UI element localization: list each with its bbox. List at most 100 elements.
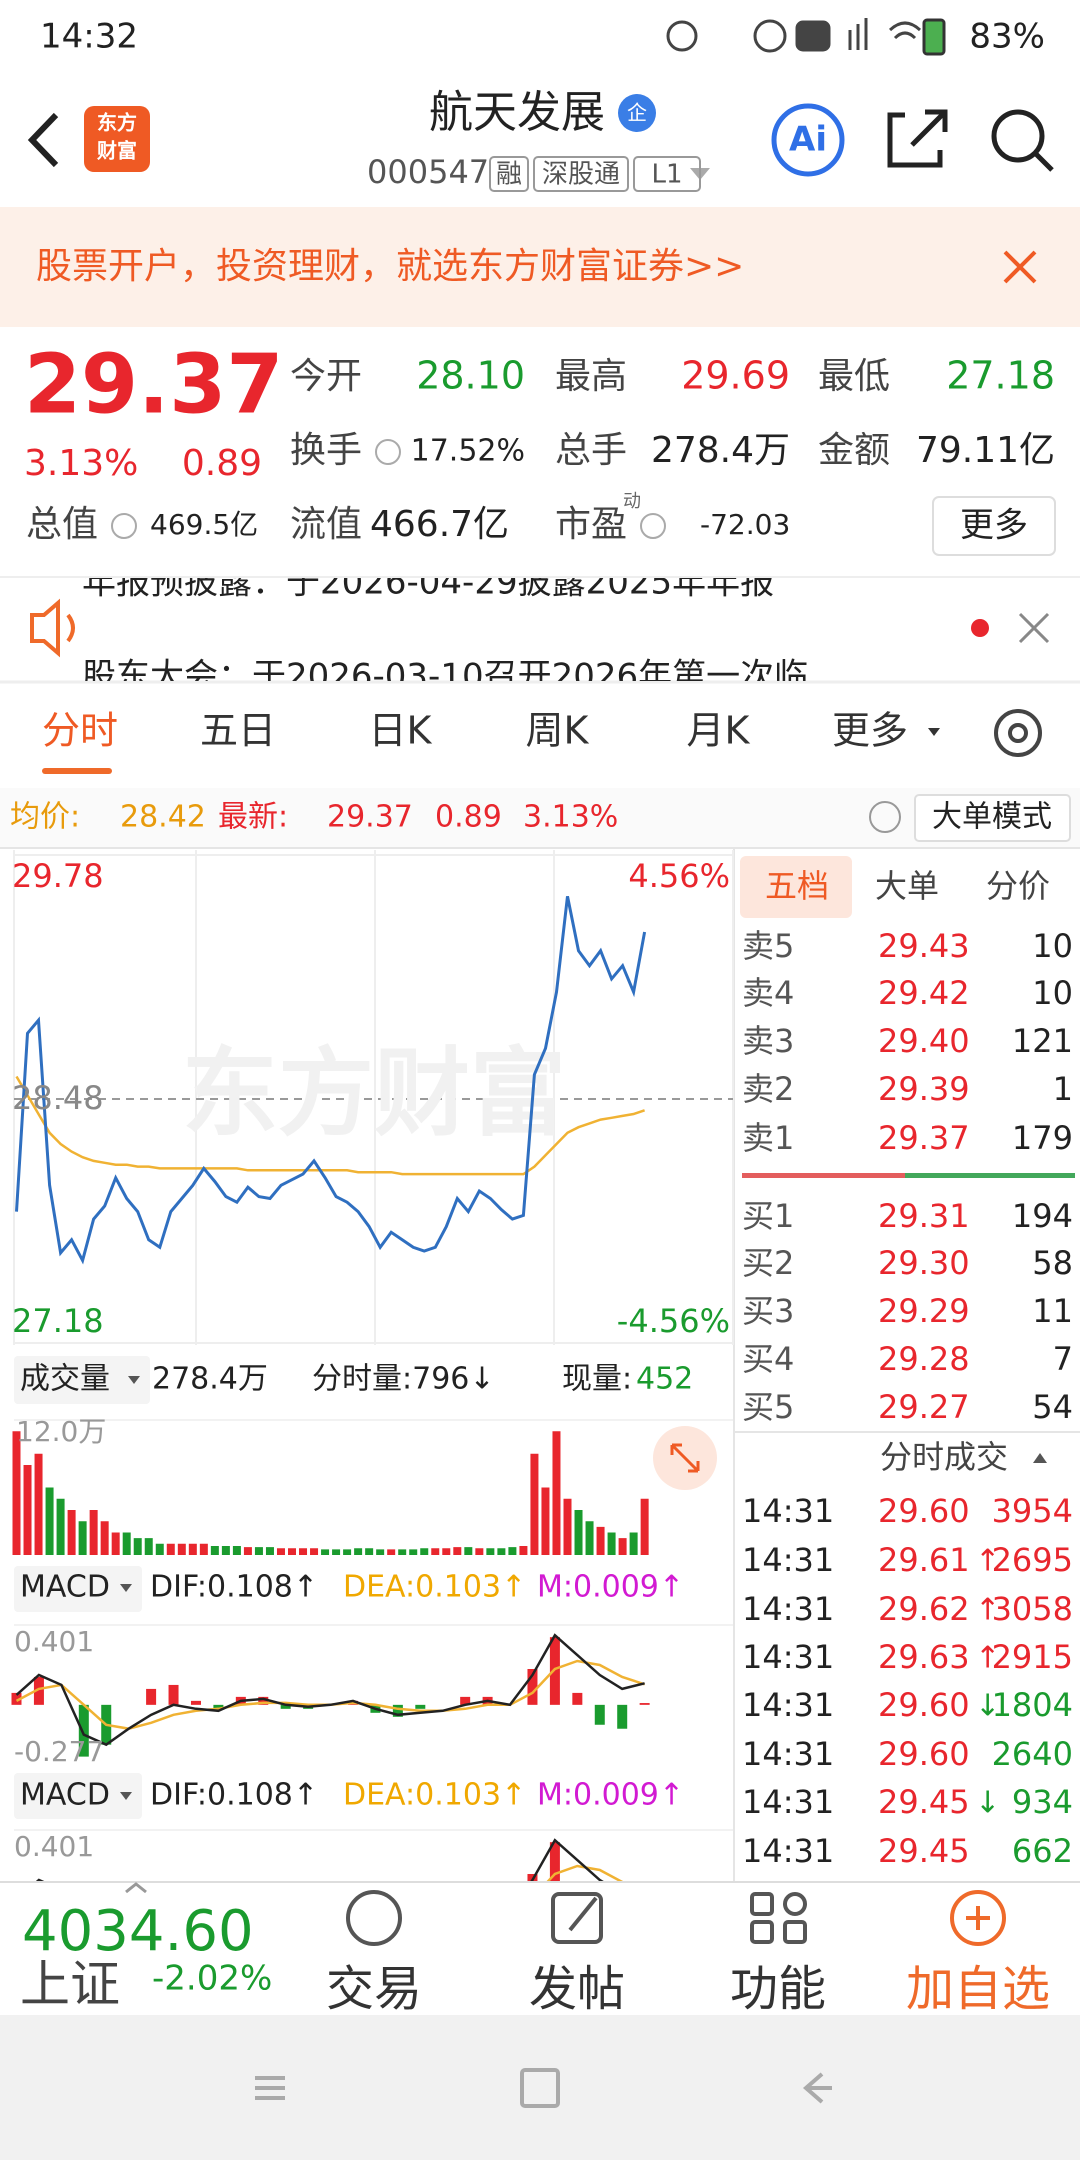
add-watch-icon[interactable] [950,1890,1006,1946]
dropdown[interactable] [928,728,940,736]
volume-bar [288,1548,296,1555]
dropdown [120,1792,132,1800]
book-tab[interactable]: 五档 [765,867,829,905]
chart-tab[interactable]: 分时 [42,709,118,753]
more-button-text[interactable]: 更多 [960,506,1028,546]
book-volume: 194 [1012,1197,1073,1235]
chart-tab[interactable]: 周K [526,709,590,753]
volume-bar [343,1549,352,1555]
mode-button-text[interactable]: 大单模式 [932,800,1052,835]
trade-volume: 3954 [992,1492,1073,1530]
toolbar-item[interactable]: 发帖 [529,1961,625,2017]
field-value: 79.11亿 [916,430,1055,471]
trade-volume: 3058 [992,1590,1073,1628]
trade-price: 29.60 [878,1686,970,1724]
search-button[interactable] [991,109,1054,172]
volume-selector-label: 成交量 [20,1362,110,1397]
ai-button[interactable] [771,103,845,177]
volume-bar [618,1538,627,1555]
book-tab[interactable]: 分价 [986,867,1050,905]
settings-button[interactable] [994,709,1042,757]
book-price: 29.39 [878,1070,970,1108]
dea-value: DEA:0.103↑ [343,1570,526,1605]
trade-price: 29.60 [878,1492,970,1530]
book-label: 买5 [742,1388,794,1426]
index-name[interactable]: 上证 [20,1956,120,2014]
ai-label[interactable]: Ai [789,120,827,160]
trade-volume: 2640 [992,1735,1073,1773]
stock-code: 000547 [367,153,489,191]
index-change[interactable]: -2.02% [152,1959,272,1999]
macd-bar [640,1908,650,1910]
macd-selector[interactable] [14,1773,142,1819]
chart-tab[interactable]: 五日 [200,709,276,753]
trade-volume: 934 [1012,1783,1073,1821]
macd-max-label: 0.401 [14,1830,94,1863]
volume-bar [475,1548,484,1555]
toolbar-item[interactable]: 加自选 [906,1961,1050,2017]
volume-bar [254,1547,263,1555]
volume-bar [442,1548,451,1555]
volume-bar [596,1526,605,1555]
trade-arrow: ↓ [975,1689,1000,1724]
trade-arrow: ↑ [975,1593,1000,1628]
book-label: 买1 [742,1197,794,1235]
logo[interactable] [84,106,150,172]
toolbar-item[interactable]: 交易 [326,1961,422,2017]
banner-text[interactable]: 股票开户，投资理财，就选东方财富证券>> [36,246,744,287]
volume-bar [34,1453,43,1555]
tag-box [533,156,629,192]
volume-bar [431,1548,440,1555]
volume-bar [387,1549,396,1555]
trade-time: 14:31 [742,1638,834,1676]
nav-icons[interactable] [346,1890,807,1946]
trade-time: 14:31 [742,1541,834,1579]
share-button[interactable] [887,109,948,168]
trades-title[interactable]: 分时成交 [880,1438,1008,1476]
speaker-icon [30,598,75,658]
sort-icon[interactable] [1033,1453,1047,1463]
macd-bar [11,1692,22,1705]
notice-close[interactable] [1018,612,1050,644]
caret[interactable] [125,1882,147,1894]
field-value: 27.18 [946,354,1055,398]
macd-bar [617,1704,628,1729]
field-label: 金额 [818,430,890,471]
help-icon[interactable] [869,801,901,833]
book-price: 29.37 [878,1119,970,1157]
chart-tab[interactable]: 更多 [832,709,908,753]
field-superscript: 动 [623,491,641,512]
battery-level: 83% [969,17,1045,57]
volume-selector[interactable] [14,1356,150,1404]
back-button[interactable] [27,112,59,168]
index-value[interactable]: 4034.60 [22,1899,254,1964]
volume-bar [365,1548,374,1555]
book-tab[interactable]: 大单 [875,867,939,905]
trade-price: 29.63 [878,1638,970,1676]
toolbar-item[interactable]: 功能 [730,1961,826,2017]
system-nav[interactable] [255,2068,832,2108]
macd-selector[interactable] [14,1566,142,1612]
chart-tab[interactable]: 月K [687,709,751,753]
trade-time: 14:31 [742,1492,834,1530]
macd-bar [460,1696,471,1705]
field-label: 流值 [290,504,362,545]
more-button[interactable] [932,496,1056,556]
banner-close[interactable] [1003,250,1037,284]
chart-tab[interactable]: 日K [369,709,433,753]
field-value: 29.69 [681,354,790,398]
logo-text: 东方 [97,111,137,135]
mode-button[interactable] [914,794,1071,842]
volume-bar [56,1498,65,1555]
macd-bar [12,1898,22,1910]
volume-bar [78,1521,87,1555]
field-label: 最低 [818,356,890,397]
notice-bg [0,576,1080,682]
trade-price: 29.60 [878,1735,970,1773]
change-percent: 3.13% [24,443,138,484]
book-volume: 11 [1032,1292,1073,1330]
trade-volume: 2915 [992,1638,1073,1676]
macd-bar [392,1704,403,1717]
volume-bar [541,1487,550,1555]
dif-value: DIF:0.108↑ [150,1778,318,1813]
